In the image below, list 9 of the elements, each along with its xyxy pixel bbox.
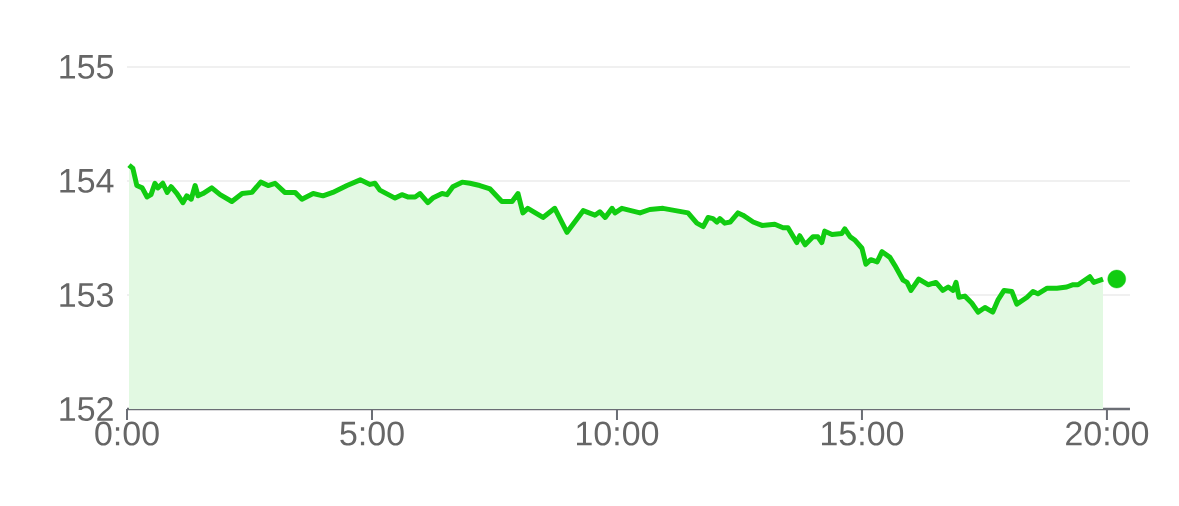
x-tick-label: 10:00 <box>577 421 659 446</box>
x-tick-label: 20:00 <box>1066 421 1149 446</box>
y-tick-label: 153 <box>60 282 113 308</box>
x-tick-label: 15:00 <box>822 421 904 446</box>
y-tick-label: 154 <box>60 169 114 193</box>
x-tick-label: 5:00 <box>340 421 404 446</box>
x-tick-label: 0:00 <box>95 421 159 446</box>
y-tick-label: 152 <box>60 396 113 422</box>
y-tick-label: 155 <box>60 55 114 79</box>
